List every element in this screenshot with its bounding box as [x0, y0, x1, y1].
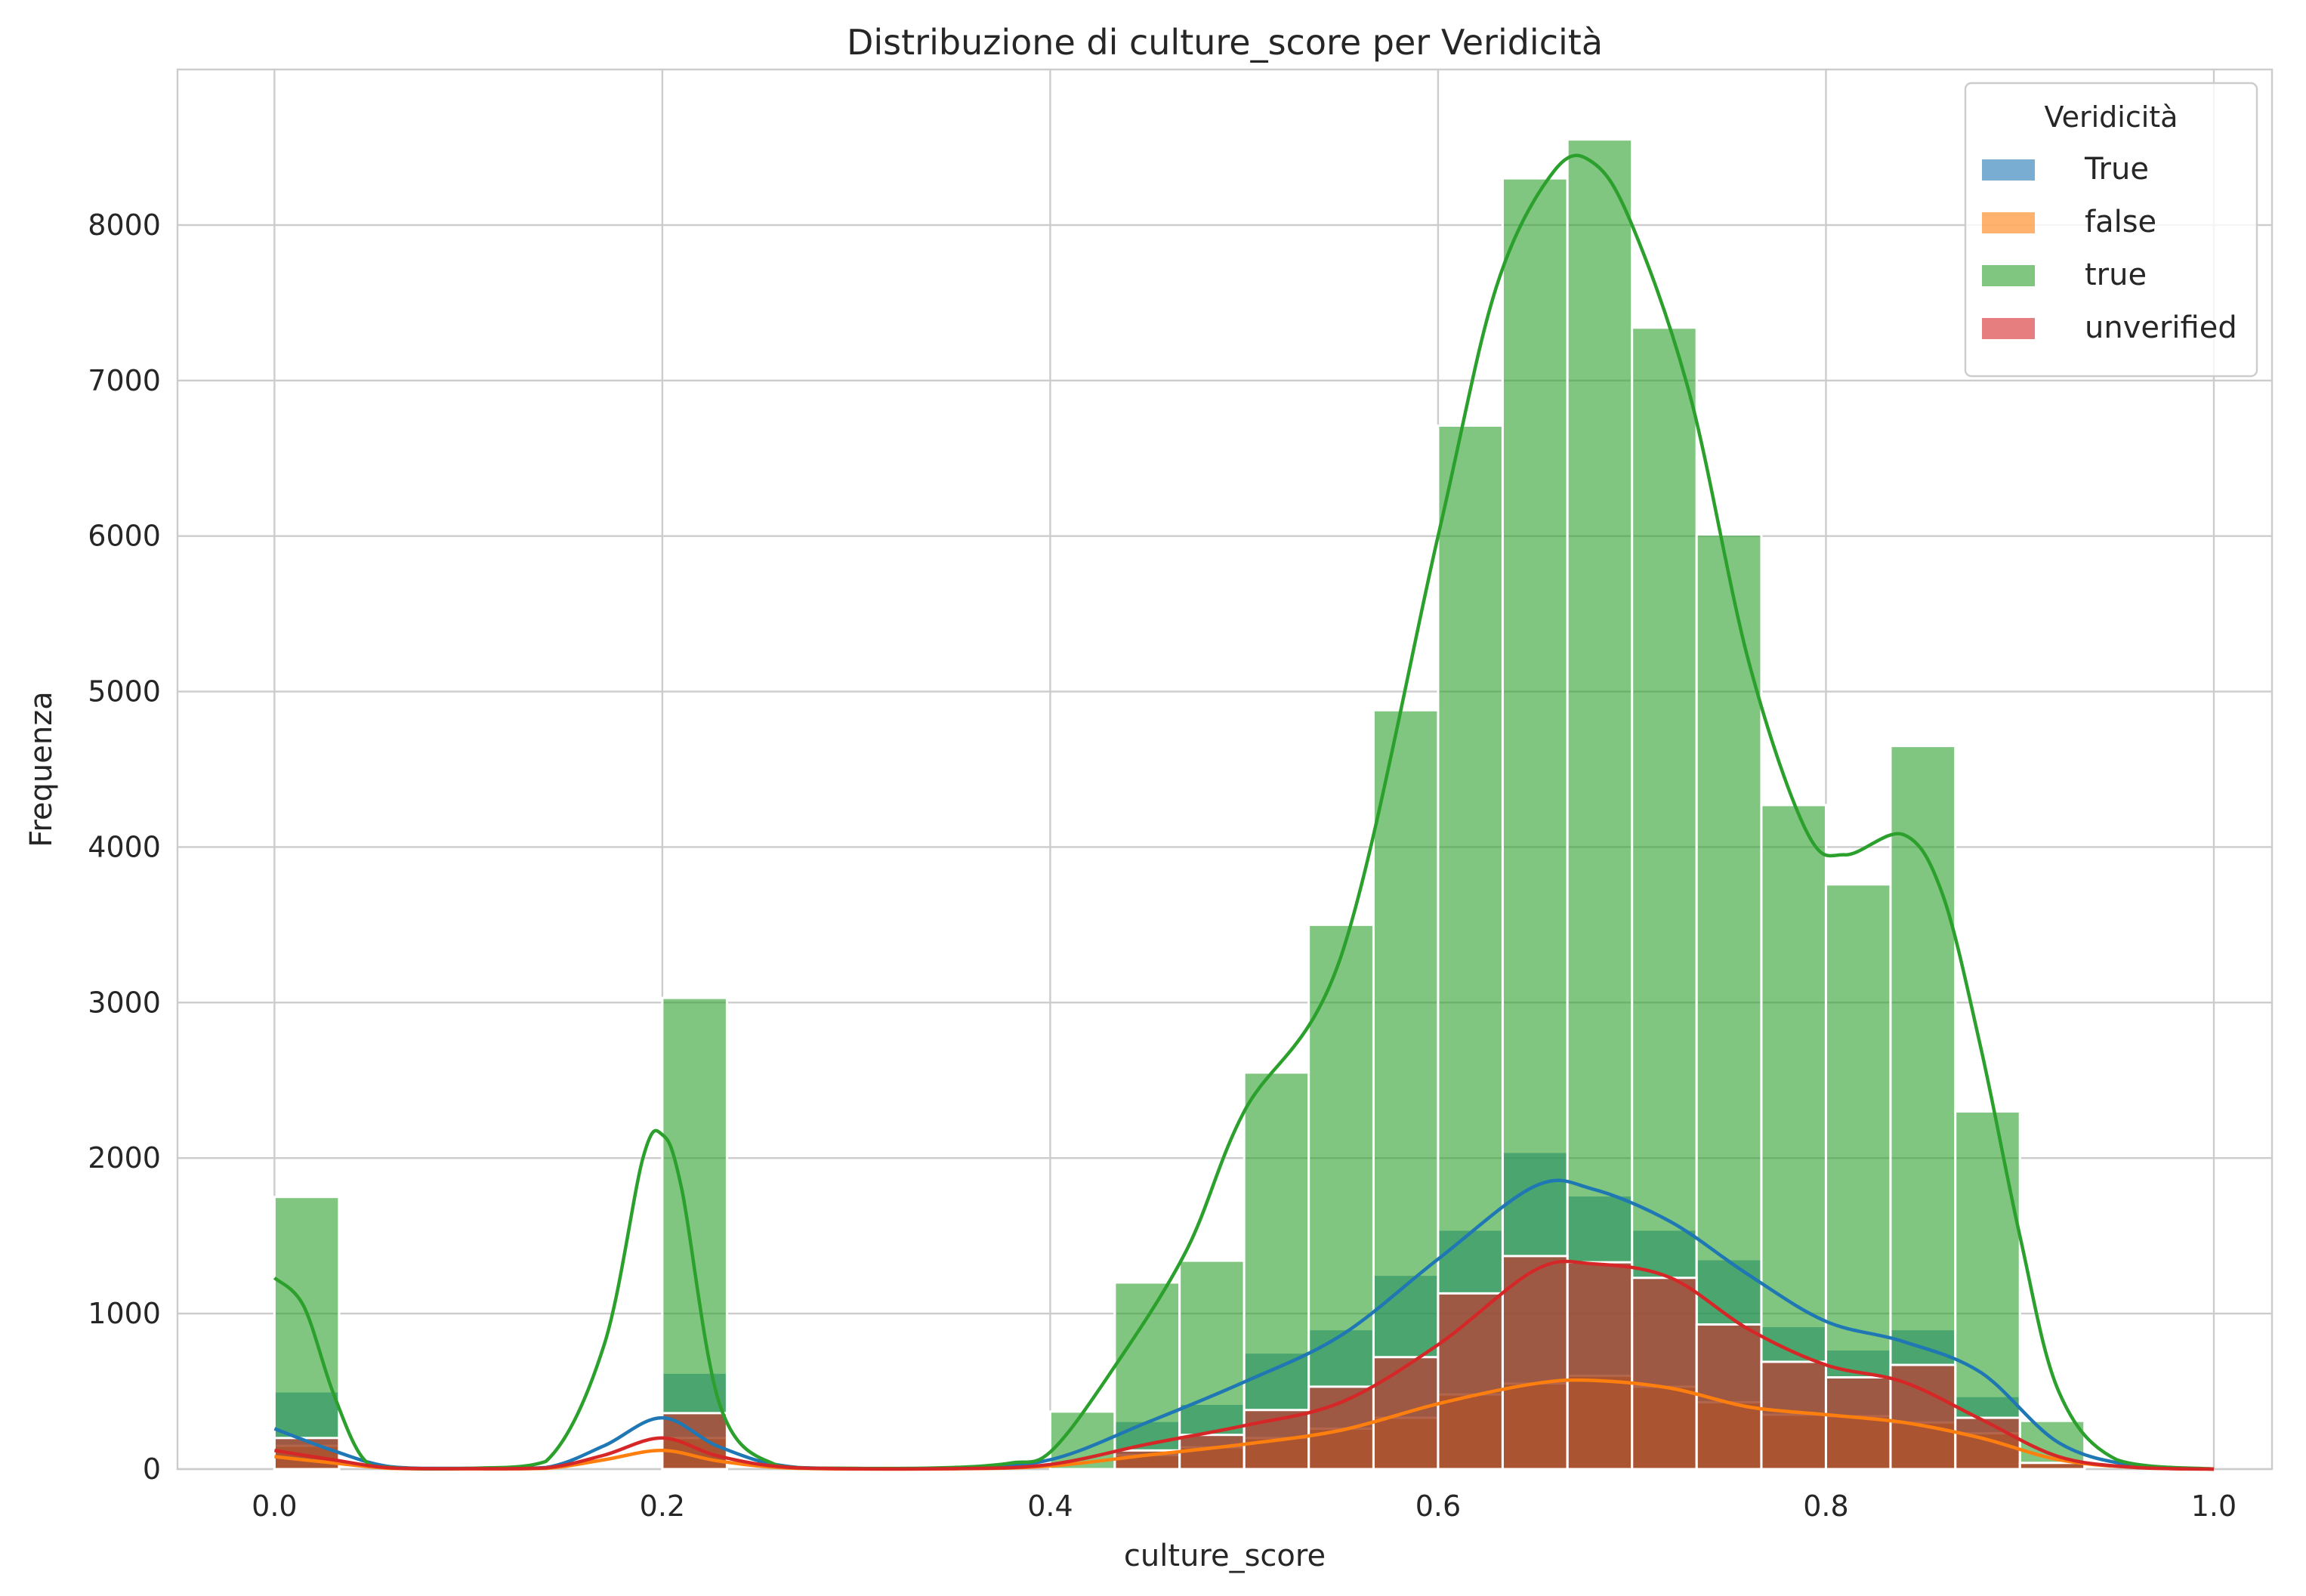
bar-unverified-26: [1954, 1416, 2021, 1471]
x-axis-label: culture_score: [1124, 1539, 1326, 1573]
chart-title: Distribuzione di culture_score per Verid…: [847, 22, 1603, 63]
bar-unverified-18: [1437, 1292, 1504, 1471]
legend-title: Veridicità: [2045, 100, 2178, 134]
histogram-bars: [273, 138, 2086, 1471]
bar-unverified-20: [1566, 1261, 1634, 1471]
legend-swatch-true: [1982, 265, 2035, 286]
kde-line-unverified: [274, 1259, 2215, 1471]
x-tick-label: 0.4: [1027, 1489, 1073, 1523]
tick-labels: 0.0 0.2 0.4 0.6 0.8 1.0 0 1000 2000 3000 4000 5000 6…: [88, 208, 2237, 1523]
bar-unverified-19: [1501, 1255, 1569, 1471]
bar-unverified-16: [1307, 1385, 1375, 1471]
kde-line-True: [273, 1178, 2215, 1471]
x-tick-label: 0.2: [640, 1489, 685, 1523]
bar-true-17: [1372, 708, 1440, 1471]
bar-true-0: [273, 1196, 341, 1471]
bar-unverified-23: [1760, 1360, 1827, 1471]
kde-curves: [273, 153, 2215, 1471]
kde-line-true: [273, 153, 2215, 1471]
legend-items: True false true unverified: [1982, 152, 2237, 345]
bar-unverified-27: [2018, 1462, 2086, 1471]
y-tick-label: 2000: [88, 1141, 161, 1175]
y-tick-label: 7000: [88, 364, 161, 397]
legend: Veridicità True false true unverified: [1964, 82, 2258, 378]
legend-box: [1964, 82, 2258, 378]
legend-swatch-unverified: [1982, 318, 2035, 339]
x-tick-label: 0.0: [252, 1489, 297, 1523]
y-axis-label: Frequenza: [24, 691, 59, 847]
bar-true-22: [1695, 533, 1763, 1471]
legend-label-false: false: [2085, 205, 2156, 239]
y-tick-label: 5000: [88, 675, 161, 708]
x-tick-label: 1.0: [2191, 1489, 2237, 1523]
legend-label-True: True: [2084, 152, 2149, 187]
y-tick-label: 8000: [88, 208, 161, 242]
legend-label-unverified: unverified: [2085, 310, 2237, 345]
bar-unverified-21: [1631, 1276, 1698, 1471]
bar-unverified-24: [1824, 1376, 1892, 1471]
x-tick-label: 0.8: [1803, 1489, 1848, 1523]
bar-true-15: [1243, 1071, 1310, 1471]
legend-swatch-True: [1982, 159, 2035, 181]
y-tick-label: 3000: [88, 986, 161, 1019]
x-tick-label: 0.6: [1415, 1489, 1461, 1523]
bar-true-16: [1307, 923, 1375, 1471]
bar-true-20: [1566, 138, 1634, 1471]
bar-true-26: [1954, 1110, 2021, 1471]
y-tick-label: 1000: [88, 1297, 161, 1330]
legend-swatch-false: [1982, 212, 2035, 233]
legend-label-true: true: [2085, 258, 2147, 292]
bar-true-25: [1889, 745, 1957, 1471]
y-tick-label: 0: [143, 1452, 161, 1486]
y-tick-label: 6000: [88, 520, 161, 553]
y-tick-label: 4000: [88, 830, 161, 863]
